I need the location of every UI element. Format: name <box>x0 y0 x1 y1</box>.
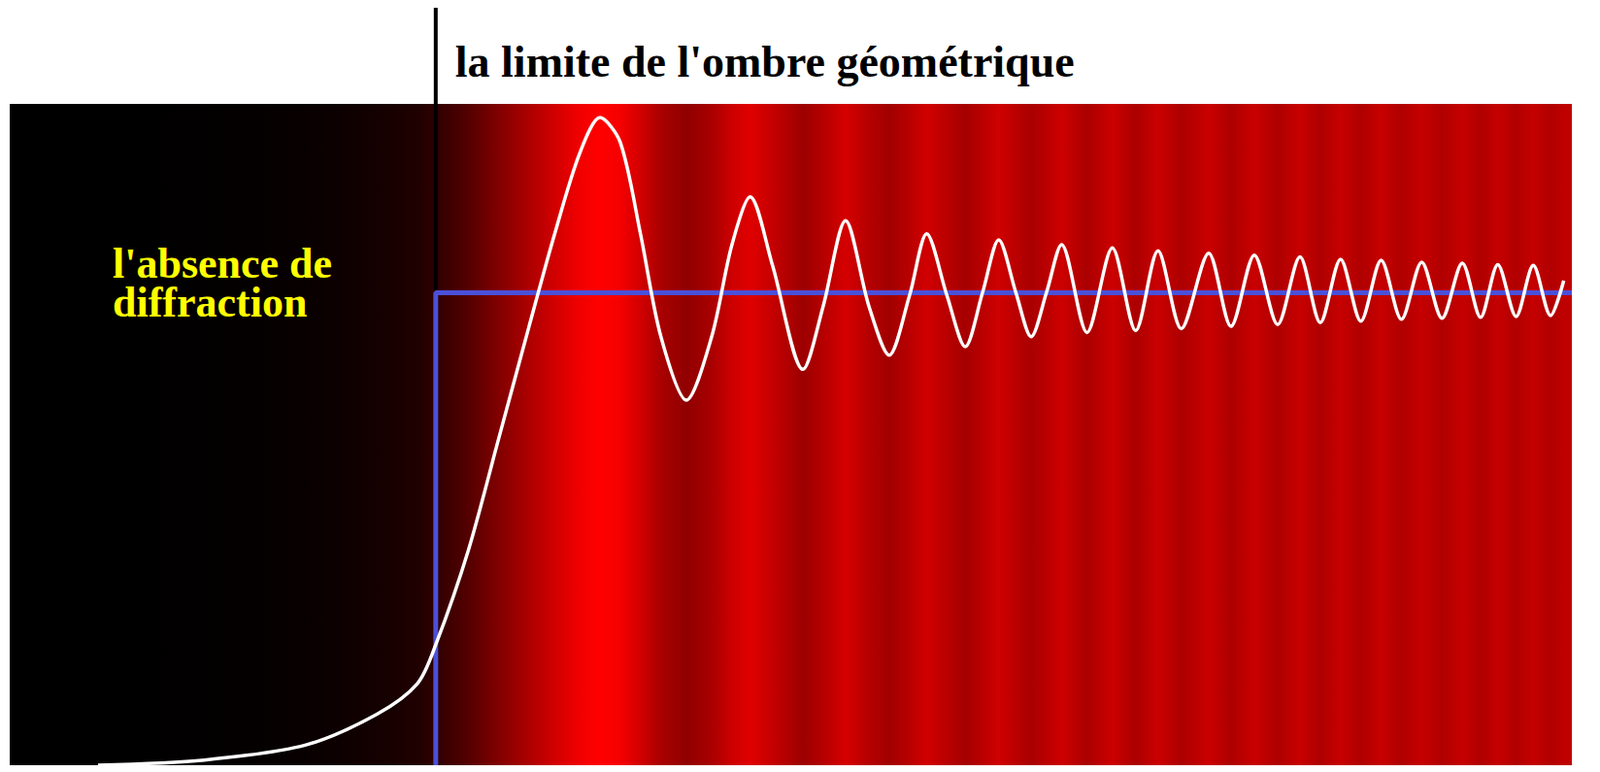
svg-text:l'absence de: l'absence de <box>112 239 333 287</box>
svg-text:diffraction: diffraction <box>112 278 307 327</box>
svg-text:la limite de l'ombre géométriq: la limite de l'ombre géométrique <box>455 36 1075 87</box>
